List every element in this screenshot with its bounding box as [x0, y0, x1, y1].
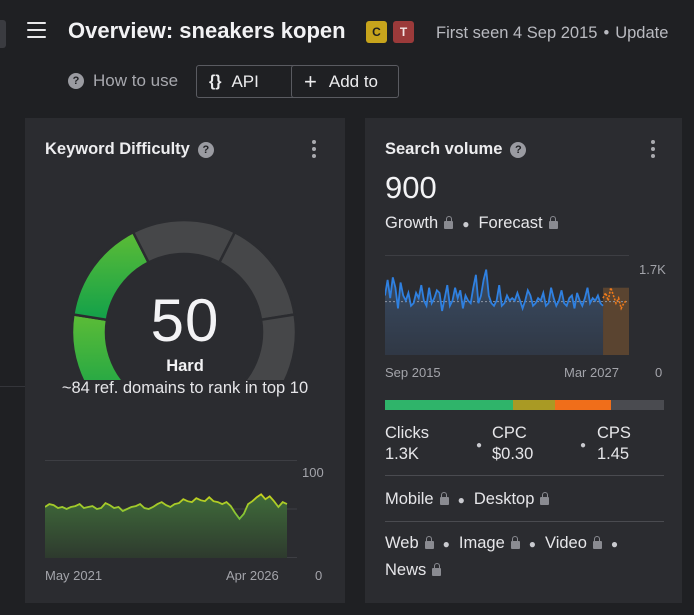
kd-more-options-icon[interactable] — [312, 140, 316, 158]
kd-chart-y-min: 0 — [315, 568, 323, 583]
how-to-use-label: How to use — [93, 71, 179, 90]
intent-segment[interactable] — [555, 400, 611, 410]
sv-help-icon[interactable]: ? — [510, 141, 527, 158]
how-to-use-link[interactable]: ? How to use — [68, 70, 178, 92]
video-link[interactable]: Video — [545, 534, 587, 552]
add-to-button[interactable]: + Add to — [291, 65, 399, 98]
sv-chart-x-end: Mar 2027 — [564, 365, 619, 380]
kd-chart-area — [45, 494, 287, 558]
keyword-difficulty-card: Keyword Difficulty ? 50 Hard ~84 ref. do… — [25, 118, 345, 603]
kd-card-title: Keyword Difficulty ? — [45, 140, 214, 159]
panel-divider — [0, 386, 25, 387]
forecast-link[interactable]: Forecast — [478, 214, 543, 232]
collapsed-panel-tab[interactable] — [0, 20, 6, 48]
page-title: Overview: sneakers kopen — [68, 18, 346, 43]
growth-link[interactable]: Growth — [385, 214, 439, 232]
lock-icon — [432, 562, 442, 576]
intent-badge-transactional[interactable]: T — [393, 21, 414, 43]
desktop-link[interactable]: Desktop — [473, 490, 535, 508]
kd-help-icon[interactable]: ? — [197, 141, 214, 158]
help-icon: ? — [68, 73, 84, 89]
serp-type-links: Web ● Image ● Video ● — [385, 534, 619, 552]
sv-more-options-icon[interactable] — [651, 140, 655, 158]
kd-history-chart[interactable] — [45, 460, 297, 558]
lock-icon — [540, 491, 550, 505]
divider — [385, 475, 664, 476]
lock-icon — [510, 535, 520, 549]
gauge-segment — [131, 218, 237, 265]
device-links: Mobile ● Desktop — [385, 490, 550, 509]
search-volume-chart[interactable] — [385, 255, 629, 356]
kd-gauge — [70, 218, 298, 380]
kd-description: ~84 ref. domains to rank in top 10 — [61, 379, 309, 397]
menu-icon[interactable] — [27, 22, 46, 38]
sv-title-text: Search volume — [385, 140, 503, 158]
sv-chart-x-start: Sep 2015 — [385, 365, 441, 380]
plus-icon: + — [304, 68, 317, 94]
web-link[interactable]: Web — [385, 534, 419, 552]
sv-chart-area — [385, 269, 604, 355]
lock-icon — [592, 535, 602, 549]
metric-cpc: CPC $0.30 — [492, 424, 533, 464]
metric-label: CPC — [492, 424, 527, 442]
add-to-button-label: Add to — [328, 71, 379, 91]
serp-type-links-wrap: News — [385, 561, 442, 580]
search-volume-value: 900 — [385, 170, 437, 205]
kd-chart-x-start: May 2021 — [45, 568, 103, 583]
intent-segment[interactable] — [513, 400, 556, 410]
kd-chart-line — [45, 493, 288, 521]
metric-label: Clicks — [385, 424, 429, 442]
kd-level: Hard — [166, 357, 204, 375]
kd-chart-x-end: Apr 2026 — [226, 568, 279, 583]
lock-icon — [439, 491, 449, 505]
metric-label: CPS — [597, 424, 631, 442]
metric-cps: CPS 1.45 — [597, 424, 631, 464]
api-button[interactable]: {} API — [196, 65, 306, 98]
gauge-segment — [243, 313, 298, 380]
sv-chart-line — [385, 269, 604, 312]
search-volume-card: Search volume ? 900 Growth ● Forecast 1.… — [365, 118, 682, 603]
intent-badge-commercial[interactable]: C — [366, 21, 387, 43]
kd-title-text: Keyword Difficulty — [45, 140, 190, 158]
sv-chart-y-max: 1.7K — [639, 262, 666, 277]
lock-icon — [548, 215, 558, 229]
api-button-label: API — [231, 71, 259, 91]
sv-forecast-line — [602, 284, 627, 311]
first-seen-text: First seen 4 Sep 2015 — [436, 24, 598, 42]
metric-clicks: Clicks 1.3K — [385, 424, 429, 464]
kd-score: 50 — [150, 287, 220, 354]
lock-icon — [424, 535, 434, 549]
updated-text: Update — [615, 24, 669, 42]
intent-segment[interactable] — [385, 400, 514, 410]
metric-value: $0.30 — [492, 445, 534, 463]
metric-value: 1.3K — [385, 445, 419, 463]
header-meta: First seen 4 Sep 2015 • Update — [436, 24, 669, 42]
sv-card-title: Search volume ? — [385, 140, 527, 159]
divider — [385, 521, 664, 522]
sv-growth-links: Growth ● Forecast — [385, 214, 558, 233]
lock-icon — [444, 215, 454, 229]
mobile-link[interactable]: Mobile — [385, 490, 434, 508]
sv-chart-y-min: 0 — [655, 365, 663, 380]
kd-chart-y-max: 100 — [302, 465, 324, 480]
image-link[interactable]: Image — [458, 534, 505, 552]
metric-value: 1.45 — [597, 445, 630, 463]
news-link[interactable]: News — [385, 561, 427, 579]
search-intent-bar[interactable] — [385, 400, 664, 410]
intent-segment[interactable] — [610, 400, 664, 410]
code-braces-icon: {} — [209, 72, 222, 90]
